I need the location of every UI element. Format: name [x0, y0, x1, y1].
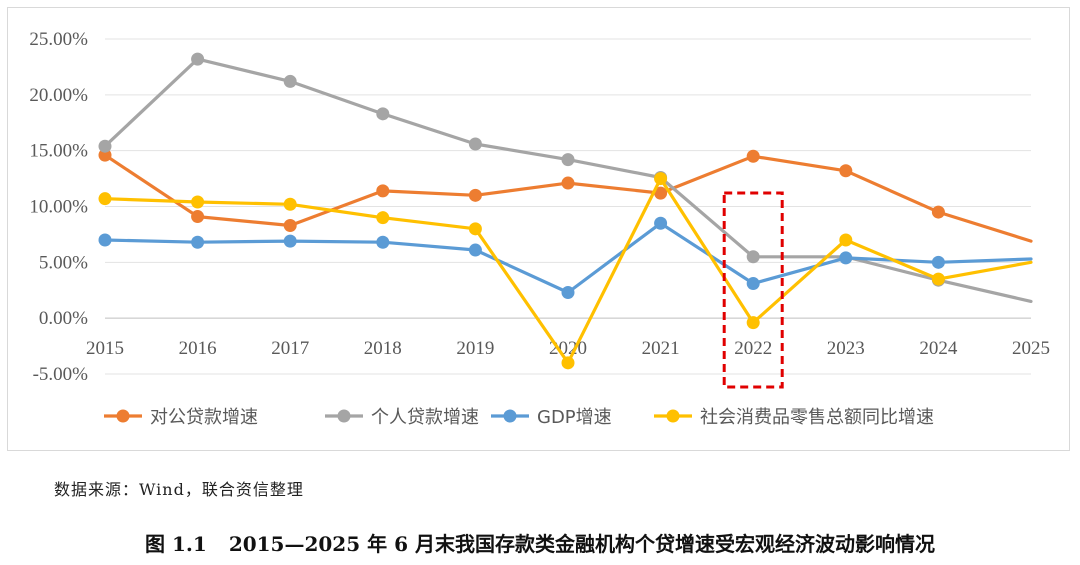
- y-tick-label: -5.00%: [33, 364, 89, 385]
- x-tick-label: 2022: [734, 338, 772, 359]
- data-point: [746, 149, 760, 163]
- y-tick-label: 10.00%: [29, 197, 88, 218]
- data-point: [191, 195, 205, 209]
- data-point: [376, 211, 390, 225]
- data-point: [839, 251, 853, 265]
- figure-title: 2015—2025 年 6 月末我国存款类金融机构个贷增速受宏观经济波动影响情况: [228, 532, 935, 556]
- x-tick-label: 2024: [919, 338, 958, 359]
- data-point: [561, 176, 575, 190]
- data-point: [931, 255, 945, 269]
- chart-frame: 25.00% 20.00% 15.00% 10.00% 5.00% 0.00% -5.00%…: [7, 7, 1070, 451]
- legend-swatch-marker: [116, 409, 130, 423]
- data-point: [98, 233, 112, 247]
- x-tick-label: 2025: [1012, 338, 1050, 359]
- data-point: [283, 74, 297, 88]
- data-point: [191, 210, 205, 224]
- series-line-0: [103, 153, 1033, 243]
- x-tick-label: 2016: [179, 338, 217, 359]
- y-tick-label: 15.00%: [29, 141, 88, 162]
- legend-label: 个人贷款增速: [371, 407, 479, 428]
- figure-caption: 图 1.1 2015—2025 年 6 月末我国存款类金融机构个贷增速受宏观经济波…: [0, 528, 1080, 557]
- data-point: [283, 218, 297, 232]
- legend-label: 社会消费品零售总额同比增速: [700, 407, 934, 428]
- x-tick-label: 2019: [456, 338, 494, 359]
- x-tick-label: 2018: [364, 338, 402, 359]
- y-tick-label: 25.00%: [29, 29, 88, 50]
- legend-swatch-marker: [503, 409, 517, 423]
- legend-label: GDP增速: [537, 407, 612, 428]
- legend-label: 对公贷款增速: [150, 407, 258, 428]
- data-point: [561, 285, 575, 299]
- y-tick-label: 5.00%: [39, 252, 88, 273]
- data-point: [468, 137, 482, 151]
- data-point: [191, 52, 205, 66]
- data-point: [98, 148, 112, 162]
- legend-swatch-marker: [666, 409, 680, 423]
- x-tick-label: 2023: [827, 338, 865, 359]
- x-tick-label: 2015: [86, 338, 124, 359]
- data-point: [654, 216, 668, 230]
- data-point: [376, 184, 390, 198]
- data-point: [561, 356, 575, 370]
- data-point: [839, 233, 853, 247]
- data-point: [746, 316, 760, 330]
- legend-swatch-marker: [337, 409, 351, 423]
- line-chart: 25.00% 20.00% 15.00% 10.00% 5.00% 0.00% -5.00%…: [29, 29, 1050, 428]
- x-tick-label: 2017: [271, 338, 309, 359]
- data-point: [376, 107, 390, 121]
- data-point: [468, 243, 482, 257]
- data-point: [839, 164, 853, 178]
- data-point: [468, 188, 482, 202]
- data-point: [746, 250, 760, 264]
- data-point: [376, 235, 390, 249]
- y-tick-label: 20.00%: [29, 85, 88, 106]
- data-point: [191, 235, 205, 249]
- data-point: [98, 192, 112, 206]
- data-point: [746, 277, 760, 291]
- data-point: [931, 205, 945, 219]
- highlight-box: [722, 191, 784, 389]
- source-note: 数据来源：Wind，联合资信整理: [54, 480, 304, 499]
- figure-number: 图 1.1: [145, 532, 207, 556]
- y-tick-label: 0.00%: [39, 308, 88, 329]
- data-point: [283, 197, 297, 211]
- data-point: [654, 186, 668, 200]
- data-point: [283, 234, 297, 248]
- data-point: [468, 222, 482, 236]
- data-point: [98, 139, 112, 153]
- x-tick-label: 2021: [642, 338, 680, 359]
- data-point: [931, 272, 945, 286]
- data-point: [654, 172, 668, 186]
- data-point: [561, 153, 575, 167]
